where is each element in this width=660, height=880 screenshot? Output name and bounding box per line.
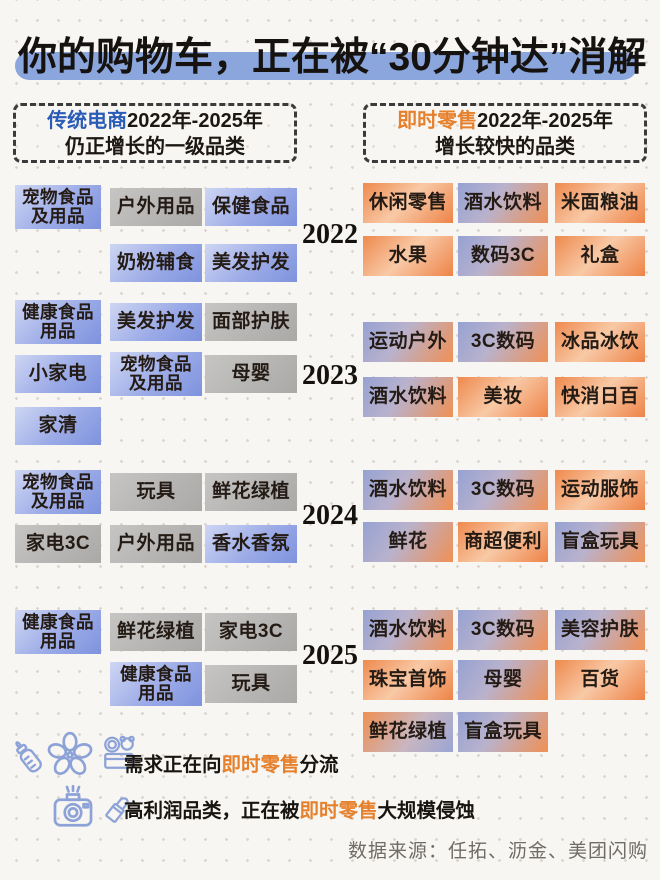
category-tile: 保健食品 [205,188,297,226]
year-label: 2024 [302,500,358,531]
category-tile: 美发护发 [110,303,202,341]
category-tile: 3C数码 [458,322,548,362]
category-tile: 运动户外 [363,322,453,362]
year-label: 2023 [302,360,358,391]
data-source: 数据来源：任拓、沥金、美团闪购 [347,841,648,862]
category-tile: 盲盒玩具 [555,522,645,562]
category-tile: 健康食品 用品 [15,610,101,654]
category-tile: 礼盒 [555,236,645,276]
page-title: 你的购物车，正在被“30分钟达”消解 [0,0,660,95]
baby-bottle-icon [7,733,49,781]
legend-instant-line2: 增长较快的品类 [435,136,575,158]
note-2-highlight: 即时零售 [299,800,378,822]
category-tile: 快消日百 [555,377,645,417]
note-high-margin-erosion: 高利润品类，正在被即时零售大规模侵蚀 [124,800,476,822]
legend-traditional-ecommerce: 传统电商2022年-2025年 仍正增长的一级品类 [13,103,297,163]
category-tile: 休闲零售 [363,183,453,223]
category-tile: 健康食品 用品 [15,300,101,344]
category-tile: 户外用品 [110,188,202,226]
category-tile: 家电3C [205,613,297,651]
camera-icon [47,784,99,832]
category-tile: 家清 [15,407,101,445]
note-1-highlight: 即时零售 [221,754,300,776]
category-tile: 冰品冰饮 [555,322,645,362]
category-tile: 母婴 [205,355,297,393]
category-tile: 宠物食品 及用品 [15,470,101,514]
category-tile: 酒水饮料 [363,610,453,650]
category-tile: 米面粮油 [555,183,645,223]
category-tile: 百货 [555,660,645,700]
category-tile: 宠物食品 及用品 [110,352,202,396]
legend-instant-highlight: 即时零售 [397,110,478,132]
category-tile: 珠宝首饰 [363,660,453,700]
category-tile: 商超便利 [458,522,548,562]
category-tile: 户外用品 [110,525,202,563]
category-tile: 3C数码 [458,470,548,510]
category-tile: 鲜花绿植 [110,613,202,651]
cosmetic-case-icon [99,728,139,780]
category-tile: 小家电 [15,355,101,393]
category-tile: 奶粉辅食 [110,244,202,282]
category-tile: 健康食品 用品 [110,662,202,706]
category-tile: 美发护发 [205,244,297,282]
category-tile: 美妆 [458,377,548,417]
category-tile: 数码3C [458,236,548,276]
category-tile: 宠物食品 及用品 [15,185,101,229]
category-tile: 母婴 [458,660,548,700]
legend-instant-retail: 即时零售2022年-2025年 增长较快的品类 [363,103,647,163]
category-tile: 运动服饰 [555,470,645,510]
category-tile: 酒水饮料 [363,470,453,510]
category-tile: 鲜花 [363,522,453,562]
category-tile: 盲盒玩具 [458,712,548,752]
category-tile: 3C数码 [458,610,548,650]
legend-traditional-line2: 仍正增长的一级品类 [65,136,245,158]
category-tile: 酒水饮料 [363,377,453,417]
flower-icon [45,729,95,781]
title-text: 你的购物车，正在被“30分钟达”消解 [18,36,647,79]
category-tile: 香水香氛 [205,525,297,563]
legend-traditional-highlight: 传统电商 [47,110,128,132]
category-tile: 酒水饮料 [458,183,548,223]
category-tile: 鲜花绿植 [205,473,297,511]
category-tile: 鲜花绿植 [363,712,453,752]
title-highlight-bar [15,52,637,80]
category-tile: 玩具 [110,473,202,511]
category-tile: 家电3C [15,525,101,563]
category-tile: 美容护肤 [555,610,645,650]
lipstick-icon [98,786,138,832]
category-tile: 水果 [363,236,453,276]
year-label: 2022 [302,219,358,250]
category-tile: 面部护肤 [205,303,297,341]
category-tile: 玩具 [205,665,297,703]
note-demand-shift: 需求正在向即时零售分流 [124,754,339,776]
legend-instant-line1: 即时零售2022年-2025年 [397,110,613,132]
year-label: 2025 [302,640,358,671]
legend-traditional-line1: 传统电商2022年-2025年 [47,110,263,132]
